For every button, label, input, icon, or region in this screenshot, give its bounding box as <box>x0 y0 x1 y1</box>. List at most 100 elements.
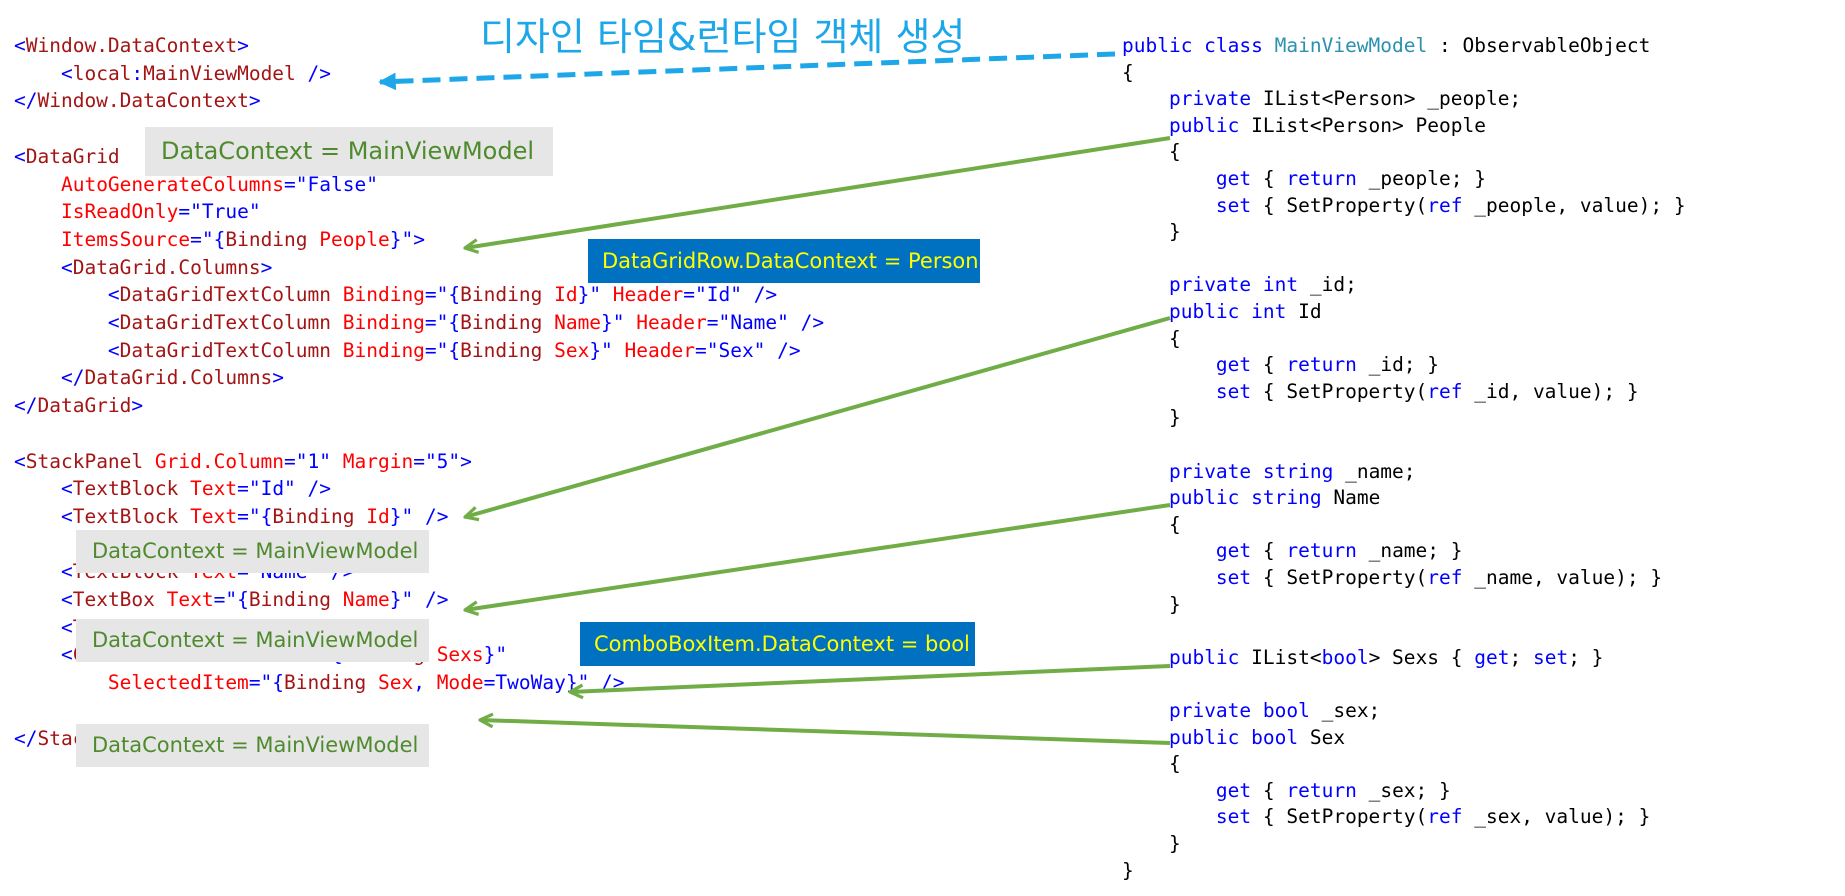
code-token: public <box>1168 486 1252 510</box>
code-line: private int _id; <box>1122 272 1357 298</box>
comboboxitem-datacontext-callout: ComboBoxItem.DataContext = bool <box>580 622 975 666</box>
code-token: } <box>1168 832 1181 855</box>
code-token: DataGrid.Columns <box>84 366 273 390</box>
arrow-sex <box>480 720 1171 745</box>
code-token: Window.DataContext <box>25 34 238 57</box>
code-token: Header <box>624 311 707 334</box>
code-token: public <box>1168 113 1252 137</box>
code-token: ="5"> <box>413 449 472 473</box>
code-token: }" /> <box>389 588 449 611</box>
code-token: < <box>60 560 73 584</box>
code-token: return <box>1286 353 1357 377</box>
code-line: </DataGrid> <box>14 393 143 419</box>
code-token: ref <box>1427 805 1463 829</box>
code-line: get { return _sex; } <box>1122 778 1451 804</box>
code-line: <DataGridTextColumn Binding="{Binding Id… <box>14 282 777 308</box>
code-token: SelectedItem <box>107 671 249 695</box>
code-line: { <box>1122 751 1181 777</box>
code-token: { SetProperty( <box>1251 805 1428 829</box>
code-token: IList< <box>1251 645 1322 669</box>
code-token: get <box>1474 645 1510 669</box>
code-token: }" <box>483 643 508 667</box>
code-token: { <box>1168 140 1181 164</box>
code-token: get <box>1215 167 1252 190</box>
code-token: Id <box>1286 300 1322 323</box>
code-token: TextBlock <box>72 504 179 528</box>
code-token: ="{ <box>424 311 461 334</box>
code-token: TextBox <box>72 588 155 611</box>
code-token: Text <box>178 477 238 501</box>
code-token: }" <box>589 338 613 362</box>
code-token: { <box>1122 60 1134 84</box>
code-token: ="Id" /> <box>237 477 332 501</box>
sex-datacontext-callout: DataContext = MainViewModel <box>76 724 429 767</box>
code-token: { SetProperty( <box>1251 193 1428 217</box>
code-line: get { return _name; } <box>1122 538 1463 564</box>
code-token: _sex, value); } <box>1462 805 1651 829</box>
code-token: < <box>60 588 73 611</box>
code-token: { SetProperty( <box>1251 566 1428 589</box>
code-line: <DataGrid.Columns> <box>14 255 272 281</box>
code-line: <DataGridTextColumn Binding="{Binding Na… <box>14 310 824 336</box>
code-token: Sex <box>542 338 590 362</box>
code-token: IsReadOnly <box>60 200 179 224</box>
code-token: Sex <box>366 671 414 695</box>
code-token: Binding <box>225 227 308 251</box>
code-token: Id <box>542 283 578 307</box>
diagram-title: 디자인 타임&런타임 객체 생성 <box>480 15 966 59</box>
code-line: set { SetProperty(ref _sex, value); } <box>1122 804 1650 830</box>
code-line: </DataGrid.Columns> <box>14 365 284 391</box>
code-token: < <box>107 338 120 362</box>
code-token: bool <box>1251 725 1299 749</box>
code-token: ItemsSource <box>60 227 191 251</box>
code-token: Margin <box>331 449 414 473</box>
code-token: Binding <box>460 283 543 307</box>
code-line: set { SetProperty(ref _name, value); } <box>1122 565 1662 591</box>
code-token: ="{ <box>424 338 461 362</box>
code-token: Id <box>354 504 390 528</box>
code-token: : <box>131 61 144 85</box>
code-line: } <box>1122 858 1134 884</box>
code-line: public class MainViewModel : ObservableO… <box>1122 33 1650 59</box>
code-token: < <box>60 643 73 667</box>
code-token: ="{ <box>424 283 461 307</box>
code-token: IList<Person> People <box>1251 113 1486 137</box>
code-line: { <box>1122 326 1181 352</box>
code-line: public bool Sex <box>1122 725 1345 751</box>
code-token: } <box>1168 220 1181 244</box>
code-line: private string _name; <box>1122 459 1416 485</box>
code-line: get { return _id; } <box>1122 352 1439 378</box>
code-line: public int Id <box>1122 299 1322 325</box>
code-token: ; } <box>1568 645 1604 669</box>
code-line: set { SetProperty(ref _id, value); } <box>1122 379 1639 405</box>
code-token: Sex <box>1298 725 1346 749</box>
name-datacontext-callout: DataContext = MainViewModel <box>76 619 429 662</box>
code-token: > <box>260 255 273 279</box>
code-token: , <box>413 671 437 695</box>
code-token: { <box>1251 539 1287 563</box>
code-token: } <box>1168 592 1181 616</box>
code-token: AutoGenerateColumns <box>60 172 285 196</box>
code-token: < <box>14 144 26 168</box>
code-token: < <box>14 34 26 57</box>
code-line: ItemsSource="{Binding People}"> <box>14 227 425 253</box>
code-token: DataGridTextColumn <box>119 311 331 334</box>
arrow-viewmodel-instance <box>378 51 1116 91</box>
code-token: Binding <box>284 671 367 695</box>
code-token: </ <box>14 394 38 418</box>
code-token: > <box>248 89 261 113</box>
code-token: StackPanel <box>25 449 144 473</box>
code-token: int <box>1262 273 1299 297</box>
datagridrow-datacontext-callout: DataGridRow.DataContext = Person <box>588 239 980 283</box>
code-token: ="Id" /> <box>683 283 778 307</box>
code-token: < <box>60 504 73 528</box>
code-token: private <box>1168 699 1263 722</box>
code-line: <DataGridTextColumn Binding="{Binding Se… <box>14 338 801 364</box>
code-token: ="Name" /> <box>706 311 825 334</box>
code-token: _id; } <box>1356 353 1440 377</box>
code-token: _name; } <box>1356 539 1463 563</box>
code-line: <DataGrid <box>14 144 120 170</box>
code-token: set <box>1215 805 1252 829</box>
code-token: _name; <box>1333 459 1416 483</box>
code-token: _sex; } <box>1356 778 1451 802</box>
